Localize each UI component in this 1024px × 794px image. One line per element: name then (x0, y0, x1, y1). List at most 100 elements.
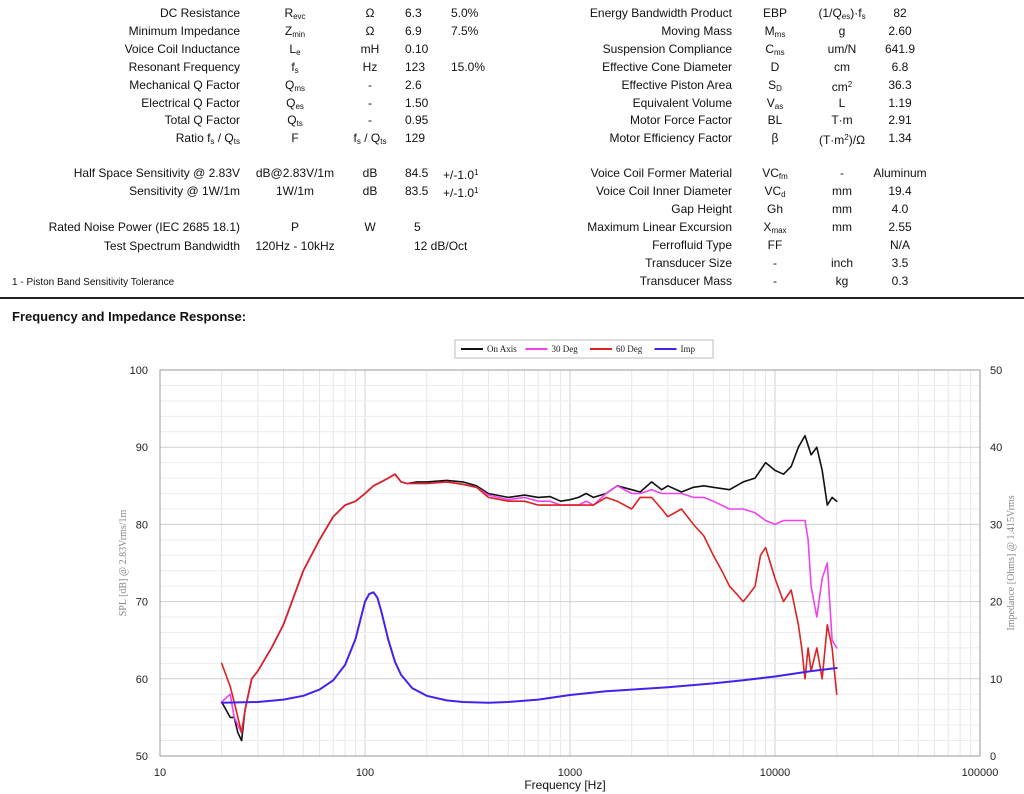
series-line-on-axis (220, 434, 838, 742)
param-unit: (T·m2)/Ω (818, 133, 866, 148)
param-label: Ferrofluid Type (652, 238, 732, 252)
spec-row-left: Half Space Sensitivity @ 2.83V dB@2.83V/1… (0, 164, 1024, 182)
param-symbol: Revc (284, 6, 306, 21)
spec-row-right: Motor Force Factor BL T·m 2.91 (0, 111, 1024, 129)
param-symbol: fs (291, 59, 299, 75)
spec-row-right: Ferrofluid Type FF N/A (0, 236, 1024, 254)
param-unit: (1/Qes)·fs (818, 6, 866, 21)
y2-tick-label: 50 (990, 365, 1002, 377)
spec-row-left: Electrical Q Factor Qes - 1.50 (0, 94, 1024, 112)
param-unit: - (368, 77, 372, 92)
param-value: 1.50 (405, 95, 429, 110)
param-symbol: β (771, 131, 779, 146)
param-value: 2.6 (405, 77, 422, 92)
param-value: 641.9 (884, 41, 916, 56)
section-title: Frequency and Impedance Response: (12, 309, 247, 324)
param-symbol: Mms (764, 23, 786, 39)
param-value: 6.3 (405, 6, 422, 20)
x-tick-label: 100000 (962, 767, 999, 779)
param-symbol: SD (768, 77, 782, 93)
param-value: 19.4 (888, 184, 912, 198)
x-tick-label: 10 (154, 767, 166, 779)
param-value: N/A (889, 238, 910, 252)
param-symbol: Zmin (284, 23, 306, 39)
param-symbol: Le (289, 41, 301, 57)
param-symbol: dB@2.83V/1m (255, 166, 335, 180)
param-unit: W (364, 220, 376, 234)
param-label: Voice Coil Inductance (124, 41, 240, 56)
spec-row-right: Energy Bandwidth Product EBP (1/Qes)·fs 82 (0, 4, 1024, 22)
series-line-imp (220, 591, 838, 704)
y-tick-label: 50 (136, 751, 148, 763)
param-label: Sensitivity @ 1W/1m (129, 184, 240, 198)
param-unit: kg (835, 274, 849, 288)
y2-axis-title: Impedance [Ohms] @ 1.415Vrms (1006, 495, 1017, 630)
y2-tick-label: 10 (990, 674, 1002, 686)
param-value: 123 (405, 59, 426, 74)
param-value: 82 (893, 6, 907, 20)
param-label: Resonant Frequency (128, 59, 240, 74)
y-tick-label: 100 (130, 365, 148, 377)
spec-row-right: Effective Piston Area SD cm2 36.3 (0, 76, 1024, 94)
param-value: 3.5 (891, 256, 909, 270)
spec-row-right: Equivalent Volume Vas L 1.19 (0, 94, 1024, 112)
param-symbol: Qes (286, 95, 304, 111)
param-value: 0.10 (405, 41, 429, 56)
param-label: Moving Mass (661, 23, 732, 38)
param-symbol: - (773, 274, 777, 288)
spec-row-right: Maximum Linear Excursion Xmax mm 2.55 (0, 218, 1024, 236)
param-label: Minimum Impedance (128, 23, 240, 38)
param-tolerance: +/-1.01 (443, 186, 479, 200)
param-unit: Hz (362, 59, 378, 74)
param-label: Suspension Compliance (602, 41, 732, 56)
legend-box (454, 339, 714, 359)
x-tick-label: 10000 (760, 767, 791, 779)
param-unit: inch (830, 256, 853, 270)
legend-label: 60 Deg (616, 344, 643, 354)
y-tick-label: 90 (136, 442, 148, 454)
param-value: 0.95 (405, 113, 429, 128)
param-label: Energy Bandwidth Product (589, 6, 732, 20)
param-value: 84.5 (405, 166, 429, 180)
x-tick-label: 1000 (558, 767, 582, 779)
param-symbol: BL (767, 113, 783, 128)
param-label: Motor Force Factor (629, 113, 732, 128)
y2-tick-label: 30 (990, 519, 1002, 531)
param-label: Transducer Size (645, 256, 732, 270)
param-label: Total Q Factor (164, 113, 240, 128)
param-unit: mm (832, 220, 852, 234)
param-label: Voice Coil Inner Diameter (595, 184, 732, 198)
spec-row-right: Gap Height Gh mm 4.0 (0, 200, 1024, 218)
param-label: DC Resistance (159, 6, 240, 20)
param-symbol: VCd (764, 184, 786, 199)
footnote: 1 - Piston Band Sensitivity Tolerance (12, 277, 175, 288)
param-value: 2.55 (888, 220, 912, 234)
param-unit: g (838, 23, 846, 38)
legend-label: Imp (681, 344, 696, 354)
param-symbol: F (291, 131, 299, 146)
param-unit: - (368, 113, 372, 128)
param-unit: dB (362, 166, 378, 180)
param-label: Voice Coil Former Material (590, 166, 732, 180)
y2-tick-label: 20 (990, 597, 1002, 609)
param-value: 4.0 (891, 202, 909, 216)
param-value: 83.5 (405, 184, 429, 198)
param-symbol: D (770, 59, 780, 74)
spec-table: DC Resistance Revc Ω 6.3 5.0% Minimum Impedan… (0, 0, 1024, 300)
spec-row-right: Transducer Size - inch 3.5 (0, 254, 1024, 272)
y2-tick-label: 40 (990, 442, 1002, 454)
param-unit: Ω (365, 6, 375, 20)
spec-row-right: Voice Coil Inner Diameter VCd mm 19.4 (0, 182, 1024, 200)
param-tolerance: +/-1.01 (443, 168, 479, 182)
legend-label: On Axis (487, 344, 517, 354)
param-unit: - (840, 166, 844, 180)
spec-row-left: Total Q Factor Qts - 0.95 (0, 111, 1024, 129)
param-label: Effective Piston Area (621, 77, 732, 92)
param-unit: mm (832, 202, 852, 216)
spec-row-left: Resonant Frequency fs Hz 123 15.0% (0, 58, 1024, 76)
param-unit: fs / Qts (353, 131, 387, 147)
param-symbol: - (773, 256, 777, 270)
param-symbol: P (290, 220, 299, 234)
param-label: Transducer Mass (639, 274, 732, 288)
